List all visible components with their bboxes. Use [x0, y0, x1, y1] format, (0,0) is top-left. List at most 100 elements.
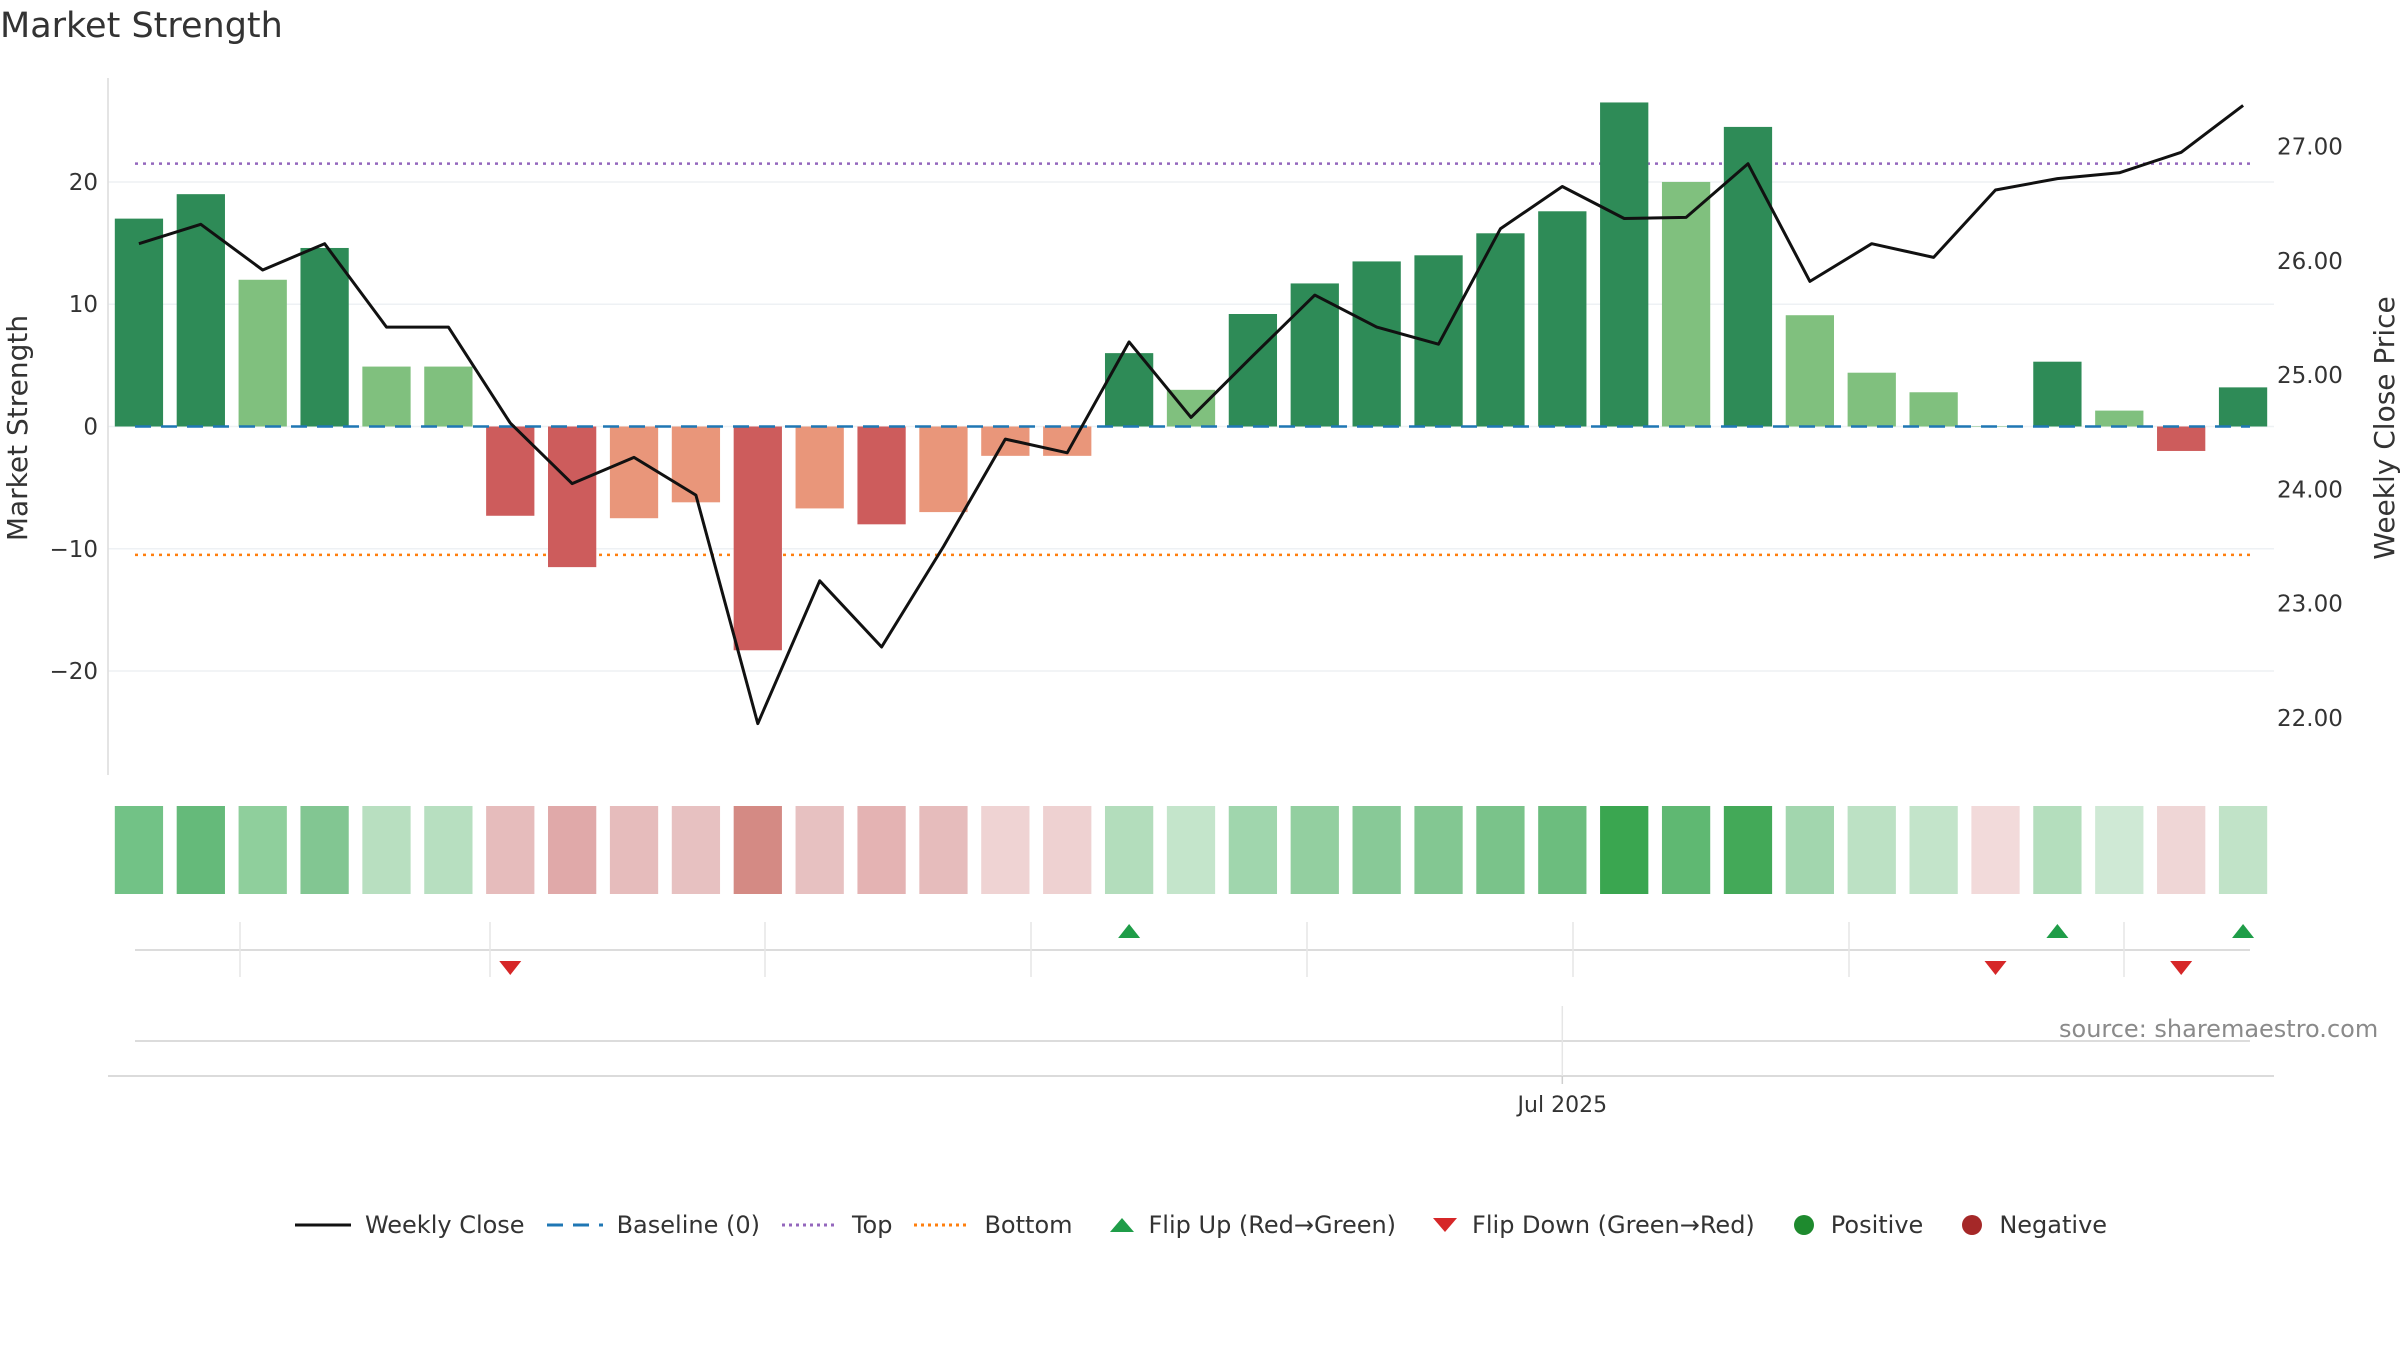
strength-bar [424, 366, 473, 427]
legend-dot-swatch [781, 1223, 838, 1227]
heat-cell [238, 806, 287, 894]
legend-line-swatch [294, 1223, 351, 1227]
legend-positive: Positive [1789, 1211, 1923, 1239]
heat-cell [1847, 806, 1896, 894]
left-tick-label: 20 [69, 170, 98, 196]
heat-strip [114, 806, 2268, 894]
source-credit: source: sharemaestro.com [2059, 1015, 2379, 1043]
right-tick-label: 22.00 [2277, 706, 2343, 732]
strength-bar [300, 247, 349, 427]
legend-flip-up: Flip Up (Red→Green) [1107, 1211, 1397, 1239]
left-tick-label: 0 [83, 415, 98, 441]
strength-bar [919, 426, 968, 513]
strength-bar [1228, 314, 1278, 427]
strength-bar [2095, 410, 2144, 427]
strength-bar [1723, 126, 1773, 427]
strength-bar [1661, 181, 1711, 427]
heat-cell [1538, 806, 1587, 894]
heat-cell [671, 806, 721, 894]
flip-down-marker [2170, 961, 2193, 975]
right-axis-title: Weekly Close Price [2368, 296, 2400, 559]
weekly-close-line [138, 104, 2245, 726]
triangle-down-icon [1433, 1218, 1458, 1232]
flip-down-marker [499, 961, 522, 975]
heat-cell [1290, 806, 1339, 894]
strength-bar [733, 426, 782, 651]
strength-bar [2033, 361, 2082, 427]
right-tick-label: 23.00 [2277, 592, 2343, 618]
heat-cell [1414, 806, 1463, 894]
heat-cell [1228, 806, 1278, 894]
legend-weekly-close: Weekly Close [293, 1211, 525, 1239]
left-axis-title: Market Strength [1, 315, 34, 541]
strength-bar [2157, 426, 2206, 451]
legend-dash-swatch [546, 1223, 603, 1227]
reference-lines [135, 162, 2250, 557]
strength-bar [1909, 392, 1958, 427]
weekly-close-line-group [135, 104, 2250, 726]
left-tick-label: −20 [49, 659, 98, 685]
legend-dot-swatch [914, 1223, 971, 1227]
legend-negative-label: Negative [1999, 1211, 2108, 1239]
chart-title: Market Strength [0, 6, 283, 46]
heat-cell [609, 806, 659, 894]
axes [107, 78, 2274, 1084]
heat-cell [2157, 806, 2206, 894]
heat-cell [1104, 806, 1154, 894]
legend-flip-up-label: Flip Up (Red→Green) [1148, 1211, 1397, 1239]
heat-cell [548, 806, 597, 894]
strength-bar [176, 194, 225, 427]
heat-cell [1166, 806, 1216, 894]
negative-dot-icon [1962, 1215, 1983, 1235]
heat-cell [981, 806, 1030, 894]
strength-bar [238, 279, 287, 427]
strength-bar [1476, 233, 1525, 427]
left-tick-label: 10 [69, 292, 98, 318]
heat-cell [1661, 806, 1711, 894]
right-tick-label: 24.00 [2277, 477, 2343, 503]
heat-cell [2033, 806, 2082, 894]
flip-up-marker [1118, 924, 1141, 938]
heat-cell [1785, 806, 1834, 894]
strength-bar [1104, 353, 1154, 427]
heat-cell [733, 806, 782, 894]
heat-cell [176, 806, 225, 894]
legend-baseline: Baseline (0) [545, 1211, 760, 1239]
legend: Weekly Close Baseline (0) Top Bottom Fli… [0, 1205, 2400, 1245]
heat-cell [424, 806, 473, 894]
strength-bar [1785, 315, 1834, 427]
legend-flip-down-label: Flip Down (Green→Red) [1472, 1211, 1755, 1239]
heat-cell [919, 806, 968, 894]
legend-weekly-close-label: Weekly Close [364, 1211, 525, 1239]
legend-top: Top [780, 1211, 892, 1239]
strength-bar [609, 426, 659, 519]
strength-bar [795, 426, 844, 509]
flip-markers-panel [135, 922, 2255, 1042]
heat-cell [1723, 806, 1773, 894]
strength-bar [114, 218, 164, 427]
right-tick-label: 25.00 [2277, 363, 2343, 389]
heat-cell [1043, 806, 1092, 894]
heat-cell [2095, 806, 2144, 894]
heat-cell [1909, 806, 1958, 894]
strength-bar [1352, 261, 1401, 427]
strength-bar [486, 426, 535, 516]
flip-up-marker [2232, 924, 2255, 938]
heat-cell [486, 806, 535, 894]
heat-cell [795, 806, 844, 894]
legend-negative: Negative [1957, 1211, 2107, 1239]
strength-bar [857, 426, 906, 525]
heat-cell [1600, 806, 1649, 894]
strength-bar [362, 366, 411, 427]
heat-cell [1352, 806, 1401, 894]
left-tick-label: −10 [49, 537, 98, 563]
legend-flip-down: Flip Down (Green→Red) [1430, 1211, 1755, 1239]
heat-cell [300, 806, 349, 894]
strength-bar [1538, 211, 1587, 427]
heat-cell [1476, 806, 1525, 894]
strength-bar [1600, 102, 1649, 427]
flip-up-marker [2046, 924, 2069, 938]
legend-bottom-label: Bottom [984, 1211, 1073, 1239]
x-tick-label: Jul 2025 [1516, 1093, 1608, 1118]
